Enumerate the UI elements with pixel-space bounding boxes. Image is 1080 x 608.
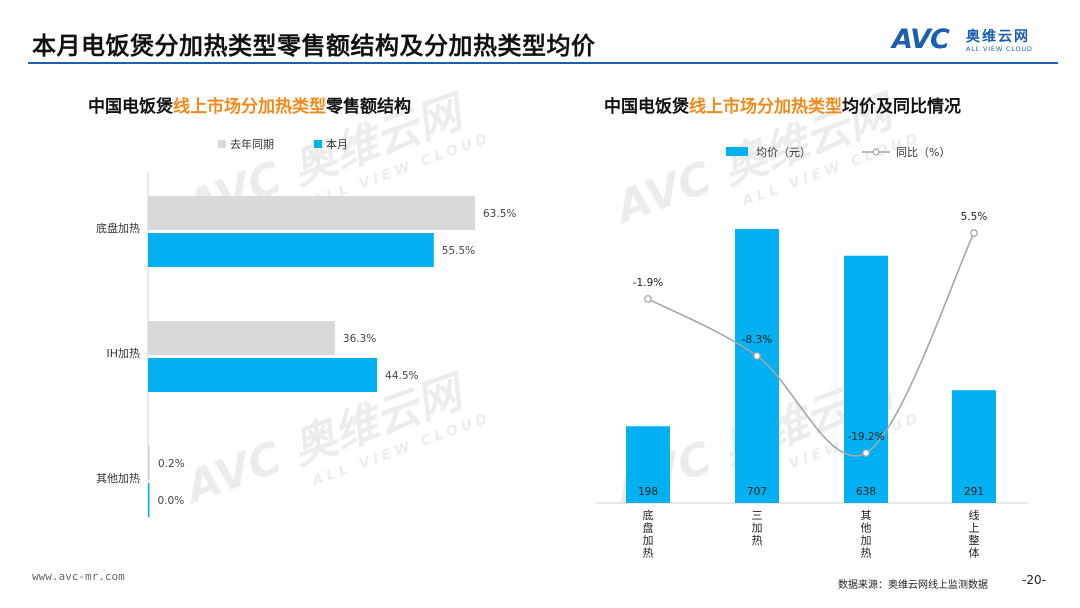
left-chart-title: 中国电饭煲线上市场分加热类型零售额结构	[88, 97, 411, 117]
data-label-0-0: 63.5%	[483, 208, 516, 220]
yoy-label-0: -1.9%	[633, 277, 663, 289]
yoy-point-0	[644, 295, 652, 303]
right-chart-svg: 均价（元） 同比（%） 198 707 638 291 底盘加热 三加热 其他加热 线上整体 -1.…	[596, 146, 1028, 560]
footer-url: www.avc-mr.com	[32, 570, 125, 583]
bar-price-3	[952, 390, 996, 503]
data-label-1-2: 0.0%	[158, 495, 185, 507]
logo-cn-text: 奥维云网	[966, 29, 1030, 45]
bar-price-0	[626, 426, 670, 503]
yoy-point-3	[970, 229, 978, 237]
category-label-1: IH加热	[106, 347, 140, 360]
bar-price-2	[844, 255, 888, 503]
bar-1-2	[148, 483, 150, 517]
data-label-0-2: 0.2%	[158, 458, 185, 470]
bar-price-label-0: 198	[638, 486, 658, 498]
bar-1-1	[148, 358, 378, 392]
legend-label-line: 同比（%）	[896, 146, 950, 159]
legend-line-marker	[872, 148, 880, 156]
bar-0-2	[148, 446, 150, 480]
category-label-0: 底盘加热	[96, 221, 140, 235]
category-label-0: 底盘加热	[643, 508, 654, 560]
header-divider	[28, 62, 1058, 64]
right-chart-title: 中国电饭煲线上市场分加热类型均价及同比情况	[604, 97, 961, 117]
yoy-point-1	[753, 352, 761, 360]
footer-source: 数据来源：奥维云网线上监测数据	[838, 580, 988, 591]
brand-logo: AVC 奥维云网 ALL VIEW CLOUD	[892, 24, 1062, 60]
category-label-2: 其他加热	[861, 509, 872, 560]
data-label-1-0: 55.5%	[442, 245, 475, 257]
page-number: -20-	[1022, 573, 1046, 587]
bar-price-label-1: 707	[747, 486, 767, 498]
legend-swatch-1	[314, 140, 322, 148]
category-label-2: 其他加热	[96, 472, 140, 485]
legend-swatch-0	[218, 140, 226, 148]
legend-swatch-bar	[726, 147, 748, 156]
logo-mark: AVC	[892, 24, 950, 55]
legend-label-bar: 均价（元）	[756, 146, 811, 159]
data-label-1-1: 44.5%	[385, 370, 418, 382]
bar-1-0	[148, 233, 434, 267]
bar-0-1	[148, 321, 335, 355]
bar-price-label-3: 291	[964, 486, 984, 498]
category-label-1: 三加热	[752, 509, 763, 547]
legend-label-1: 本月	[326, 137, 348, 151]
bar-price-label-2: 638	[856, 486, 876, 498]
page-title: 本月电饭煲分加热类型零售额结构及分加热类型均价	[32, 32, 596, 60]
data-label-0-1: 36.3%	[343, 333, 376, 345]
yoy-point-2	[862, 449, 870, 457]
slide-header: 本月电饭煲分加热类型零售额结构及分加热类型均价 AVC 奥维云网 ALL VIE…	[0, 0, 1080, 64]
bar-price-1	[735, 229, 779, 503]
yoy-line	[647, 232, 975, 457]
category-label-3: 线上整体	[969, 508, 980, 560]
logo-en-text: ALL VIEW CLOUD	[966, 45, 1033, 53]
yoy-label-3: 5.5%	[961, 211, 988, 223]
yoy-label-1: -8.3%	[742, 334, 772, 346]
bar-0-0	[148, 196, 475, 230]
legend-label-0: 去年同期	[230, 137, 274, 151]
yoy-label-2: -19.2%	[847, 431, 884, 443]
